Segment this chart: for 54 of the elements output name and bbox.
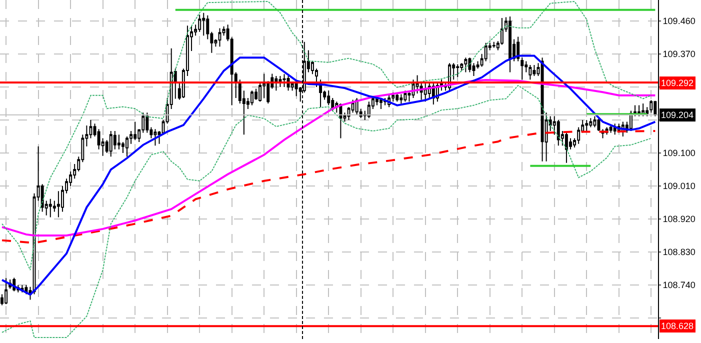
line-series [1, 78, 656, 237]
line-series [2, 0, 652, 271]
line-series [2, 84, 652, 338]
candlestick [134, 121, 137, 141]
candlestick [198, 14, 202, 32]
candlestick [375, 96, 378, 106]
candlestick [492, 41, 496, 48]
candlestick [585, 119, 588, 132]
candlestick [380, 97, 382, 110]
candlestick [218, 28, 222, 48]
y-tick-label: 108.830 [662, 247, 696, 258]
candlestick [613, 123, 616, 136]
ref-line-label: 109.204 [661, 110, 694, 120]
ref-line-label: 109.292 [661, 78, 694, 88]
candlestick [597, 118, 600, 132]
candlestick [650, 100, 653, 114]
candlestick [468, 57, 472, 73]
candlestick [117, 134, 120, 150]
candlestick [508, 16, 512, 73]
candlestick [609, 124, 612, 134]
candlestick [564, 130, 568, 164]
candlestick [404, 90, 407, 102]
ref-line-label: 108.628 [661, 321, 694, 331]
y-tick-label: 109.370 [662, 49, 696, 60]
candlestick [589, 118, 592, 128]
y-tick-label: 109.460 [662, 16, 696, 26]
candlestick [520, 57, 524, 80]
candlestick [250, 90, 254, 106]
candlestick [48, 198, 52, 218]
candlestick [154, 128, 157, 146]
y-tick-label: 109.100 [662, 148, 696, 158]
line-series [1, 130, 656, 244]
candlestick [556, 119, 560, 146]
candlestick [278, 75, 282, 88]
candlestick [528, 64, 532, 80]
candlestick [274, 75, 278, 92]
candlestick [367, 101, 370, 119]
candlestick [202, 12, 206, 36]
candlestick [456, 64, 460, 78]
candlestick [4, 278, 8, 305]
y-tick-label: 108.920 [662, 214, 696, 224]
line-series [1, 54, 656, 296]
candlestick [424, 82, 427, 102]
candlestick [464, 57, 468, 73]
candlestick [516, 36, 520, 62]
candlestick [646, 106, 649, 117]
candlestick [282, 74, 286, 88]
y-tick-label: 109.010 [662, 181, 696, 192]
y-tick-label: 108.740 [662, 280, 696, 290]
candlestick [109, 130, 112, 158]
candlestick [400, 94, 403, 104]
candlestick [593, 116, 596, 128]
candlestick [532, 64, 536, 76]
candlestick [396, 92, 399, 102]
